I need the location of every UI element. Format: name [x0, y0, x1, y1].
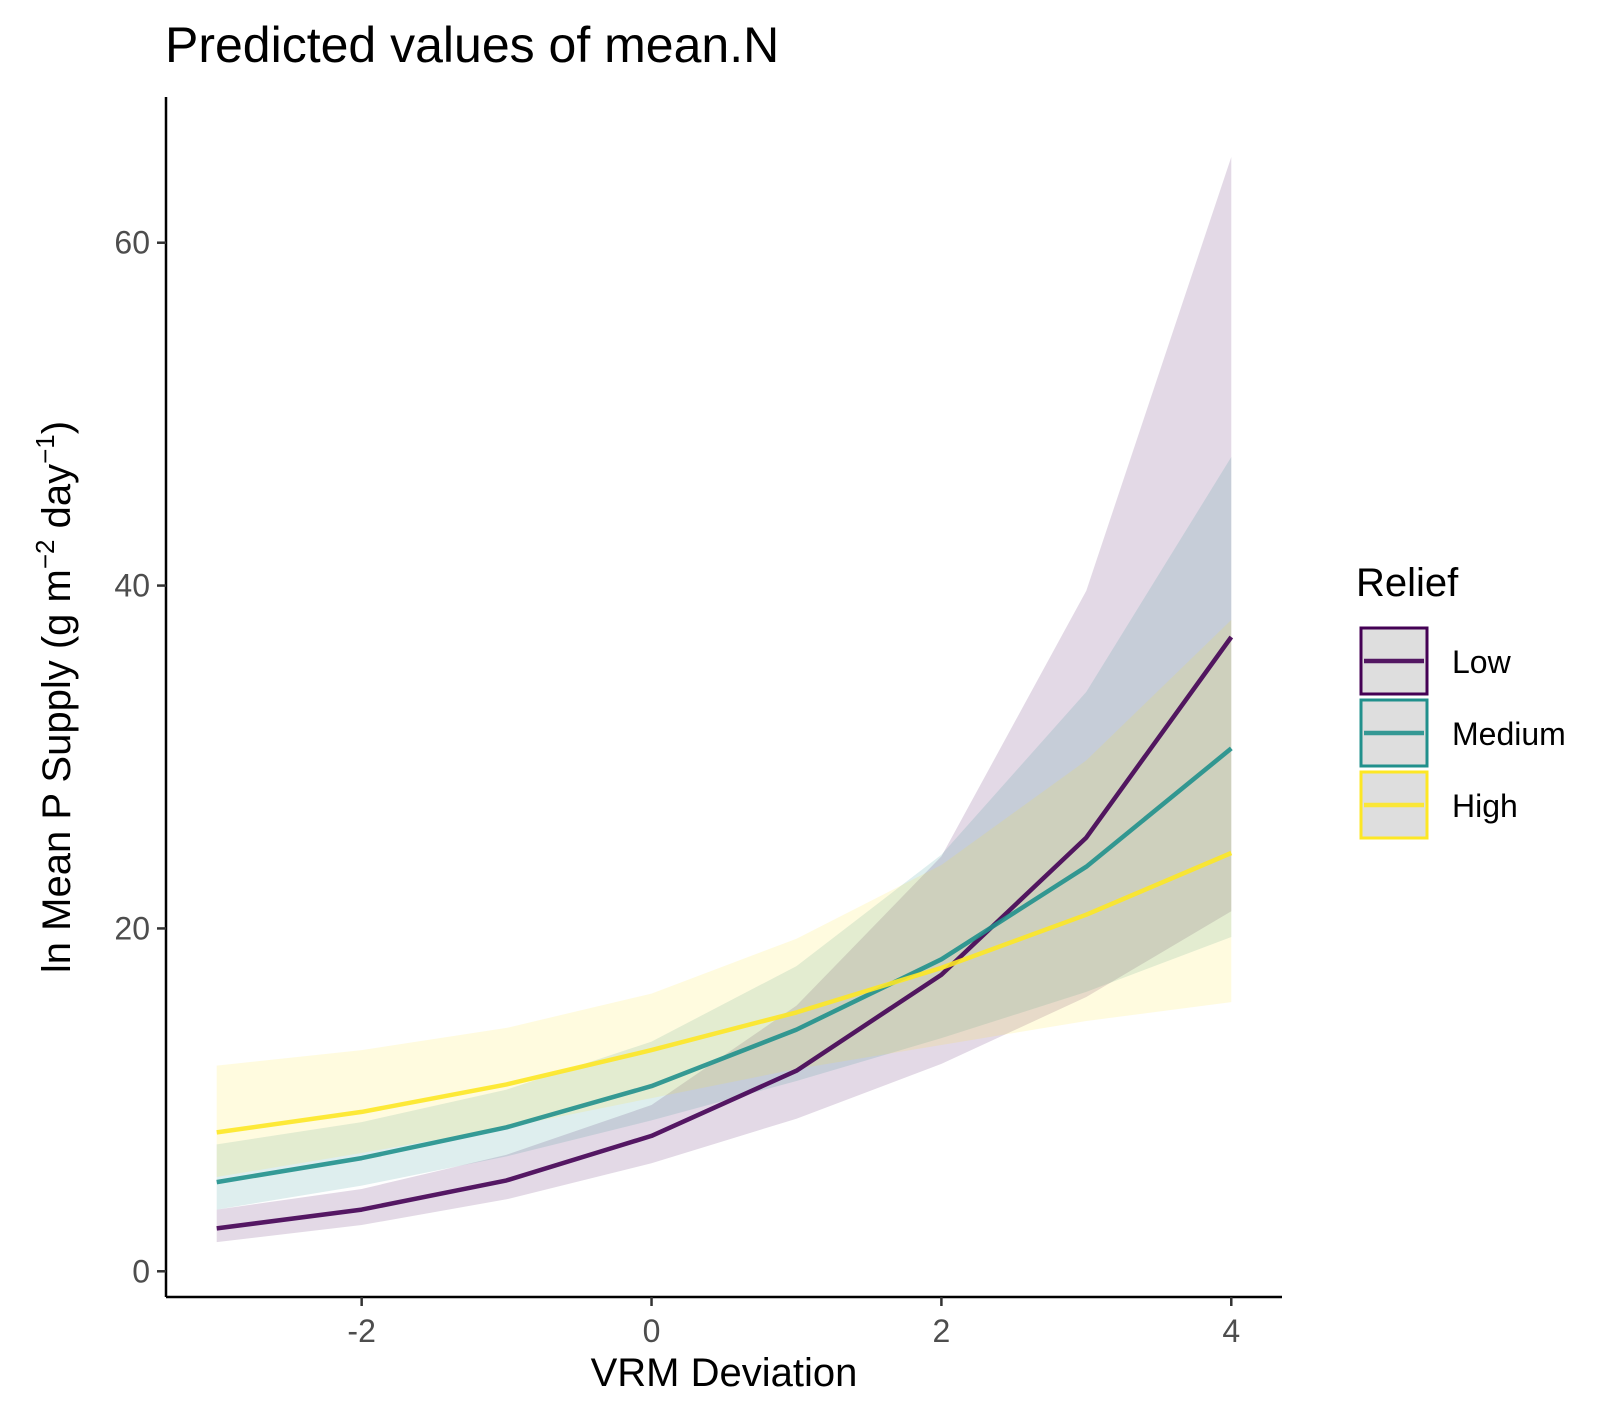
y-ticks: 0 20 40 60: [114, 225, 166, 1289]
legend: Relief Low Medium High: [1356, 561, 1566, 840]
y-tick-label: 40: [114, 568, 150, 604]
y-tick-label: 20: [114, 910, 150, 946]
y-axis-title: ln Mean P Supply (g m−2 day−1): [30, 421, 79, 973]
band-medium: [216, 457, 1232, 1210]
y-axis-title-exponent-1: −2: [30, 540, 60, 570]
y-axis-title-middle: day: [35, 464, 79, 540]
line-medium: [216, 746, 1233, 1185]
x-tick-label: -2: [347, 1313, 375, 1349]
series-lines: [216, 635, 1234, 1231]
x-axis-title: VRM Deviation: [591, 1351, 858, 1395]
legend-label-medium: Medium: [1452, 716, 1566, 752]
legend-items: Low Medium High: [1359, 626, 1566, 840]
y-tick-label: 60: [114, 225, 150, 261]
x-tick-label: 4: [1222, 1313, 1240, 1349]
band-high: [216, 619, 1232, 1177]
x-ticks: -2 0 2 4: [347, 1297, 1240, 1349]
chart-title: Predicted values of mean.N: [165, 17, 779, 73]
y-axis-title-suffix: ): [35, 421, 79, 434]
line-low: [216, 635, 1234, 1231]
line-high: [216, 850, 1233, 1135]
y-axis-title-exponent-2: −1: [30, 434, 60, 464]
y-tick-label: 0: [132, 1253, 150, 1289]
x-tick-label: 0: [643, 1313, 661, 1349]
y-axis-title-prefix: ln Mean P Supply (g m: [35, 569, 79, 973]
confidence-bands: [216, 157, 1232, 1243]
legend-label-high: High: [1452, 788, 1518, 824]
x-tick-label: 2: [933, 1313, 951, 1349]
band-low: [216, 157, 1232, 1243]
legend-title: Relief: [1356, 561, 1459, 605]
legend-label-low: Low: [1452, 644, 1512, 680]
